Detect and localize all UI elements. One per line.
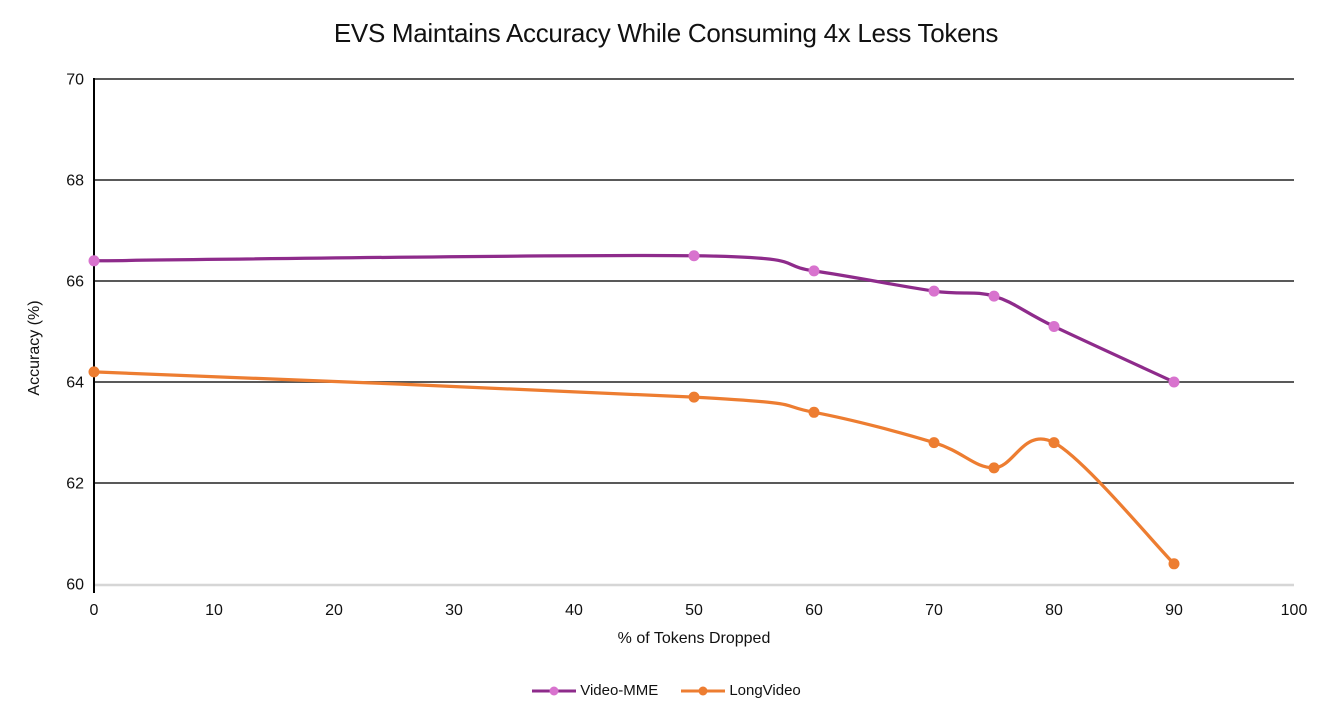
y-tick-label-64: 64: [66, 375, 84, 392]
legend-label-longvideo: LongVideo: [729, 682, 801, 699]
plot-svg: 60 62 64 66 68 70 0 10 20 30 40 50 60 70 80 90 100: [66, 72, 1308, 620]
y-tick-label-66: 66: [66, 274, 84, 291]
chart-title: EVS Maintains Accuracy While Consuming 4…: [333, 18, 999, 48]
x-tick-label-50: 50: [685, 602, 703, 619]
marker-video-mme-x75: [988, 290, 1000, 302]
x-tick-label-70: 70: [925, 602, 943, 619]
marker-longvideo-x60: [808, 406, 820, 418]
series-line-longvideo: [92, 370, 1176, 566]
marker-longvideo-x90: [1168, 558, 1180, 570]
legend-marker-icon: [549, 686, 559, 695]
marker-video-mme-x50: [688, 250, 700, 262]
marker-video-mme-x80: [1048, 320, 1060, 332]
x-tick-label-0: 0: [90, 602, 99, 619]
legend: Video-MME LongVideo: [0, 682, 1332, 699]
y-tick-label-62: 62: [66, 476, 84, 493]
marker-video-mme-x60: [808, 265, 820, 277]
y-tick-label-68: 68: [66, 173, 84, 190]
y-tick-label-60: 60: [66, 577, 84, 594]
x-axis-title: % of Tokens Dropped: [617, 630, 771, 647]
legend-marker-icon: [698, 686, 708, 695]
y-tick-label-70: 70: [66, 72, 84, 89]
marker-longvideo-x50: [688, 391, 700, 403]
x-tick-label-80: 80: [1045, 602, 1063, 619]
marker-longvideo-x75: [988, 462, 1000, 474]
marker-longvideo-x80: [1048, 437, 1060, 449]
x-tick-label-60: 60: [805, 602, 823, 619]
x-tick-label-20: 20: [325, 602, 343, 619]
x-tick-label-10: 10: [205, 602, 223, 619]
marker-longvideo-x0: [88, 366, 100, 378]
marker-longvideo-x70: [928, 437, 940, 449]
x-tick-label-100: 100: [1281, 602, 1308, 619]
legend-item-longvideo: LongVideo: [680, 682, 801, 699]
legend-line-marker-icon: [681, 686, 726, 695]
legend-item-video-mme: Video-MME: [531, 682, 658, 699]
x-tick-label-30: 30: [445, 602, 463, 619]
x-tick-label-90: 90: [1165, 602, 1183, 619]
legend-label-video-mme: Video-MME: [580, 682, 659, 699]
marker-video-mme-x90: [1168, 376, 1180, 388]
marker-video-mme-x70: [928, 285, 940, 297]
legend-line-marker-icon: [532, 686, 577, 695]
series-line-video-mme: [92, 253, 1176, 384]
marker-video-mme-x0: [88, 255, 100, 267]
x-tick-label-40: 40: [565, 602, 583, 619]
